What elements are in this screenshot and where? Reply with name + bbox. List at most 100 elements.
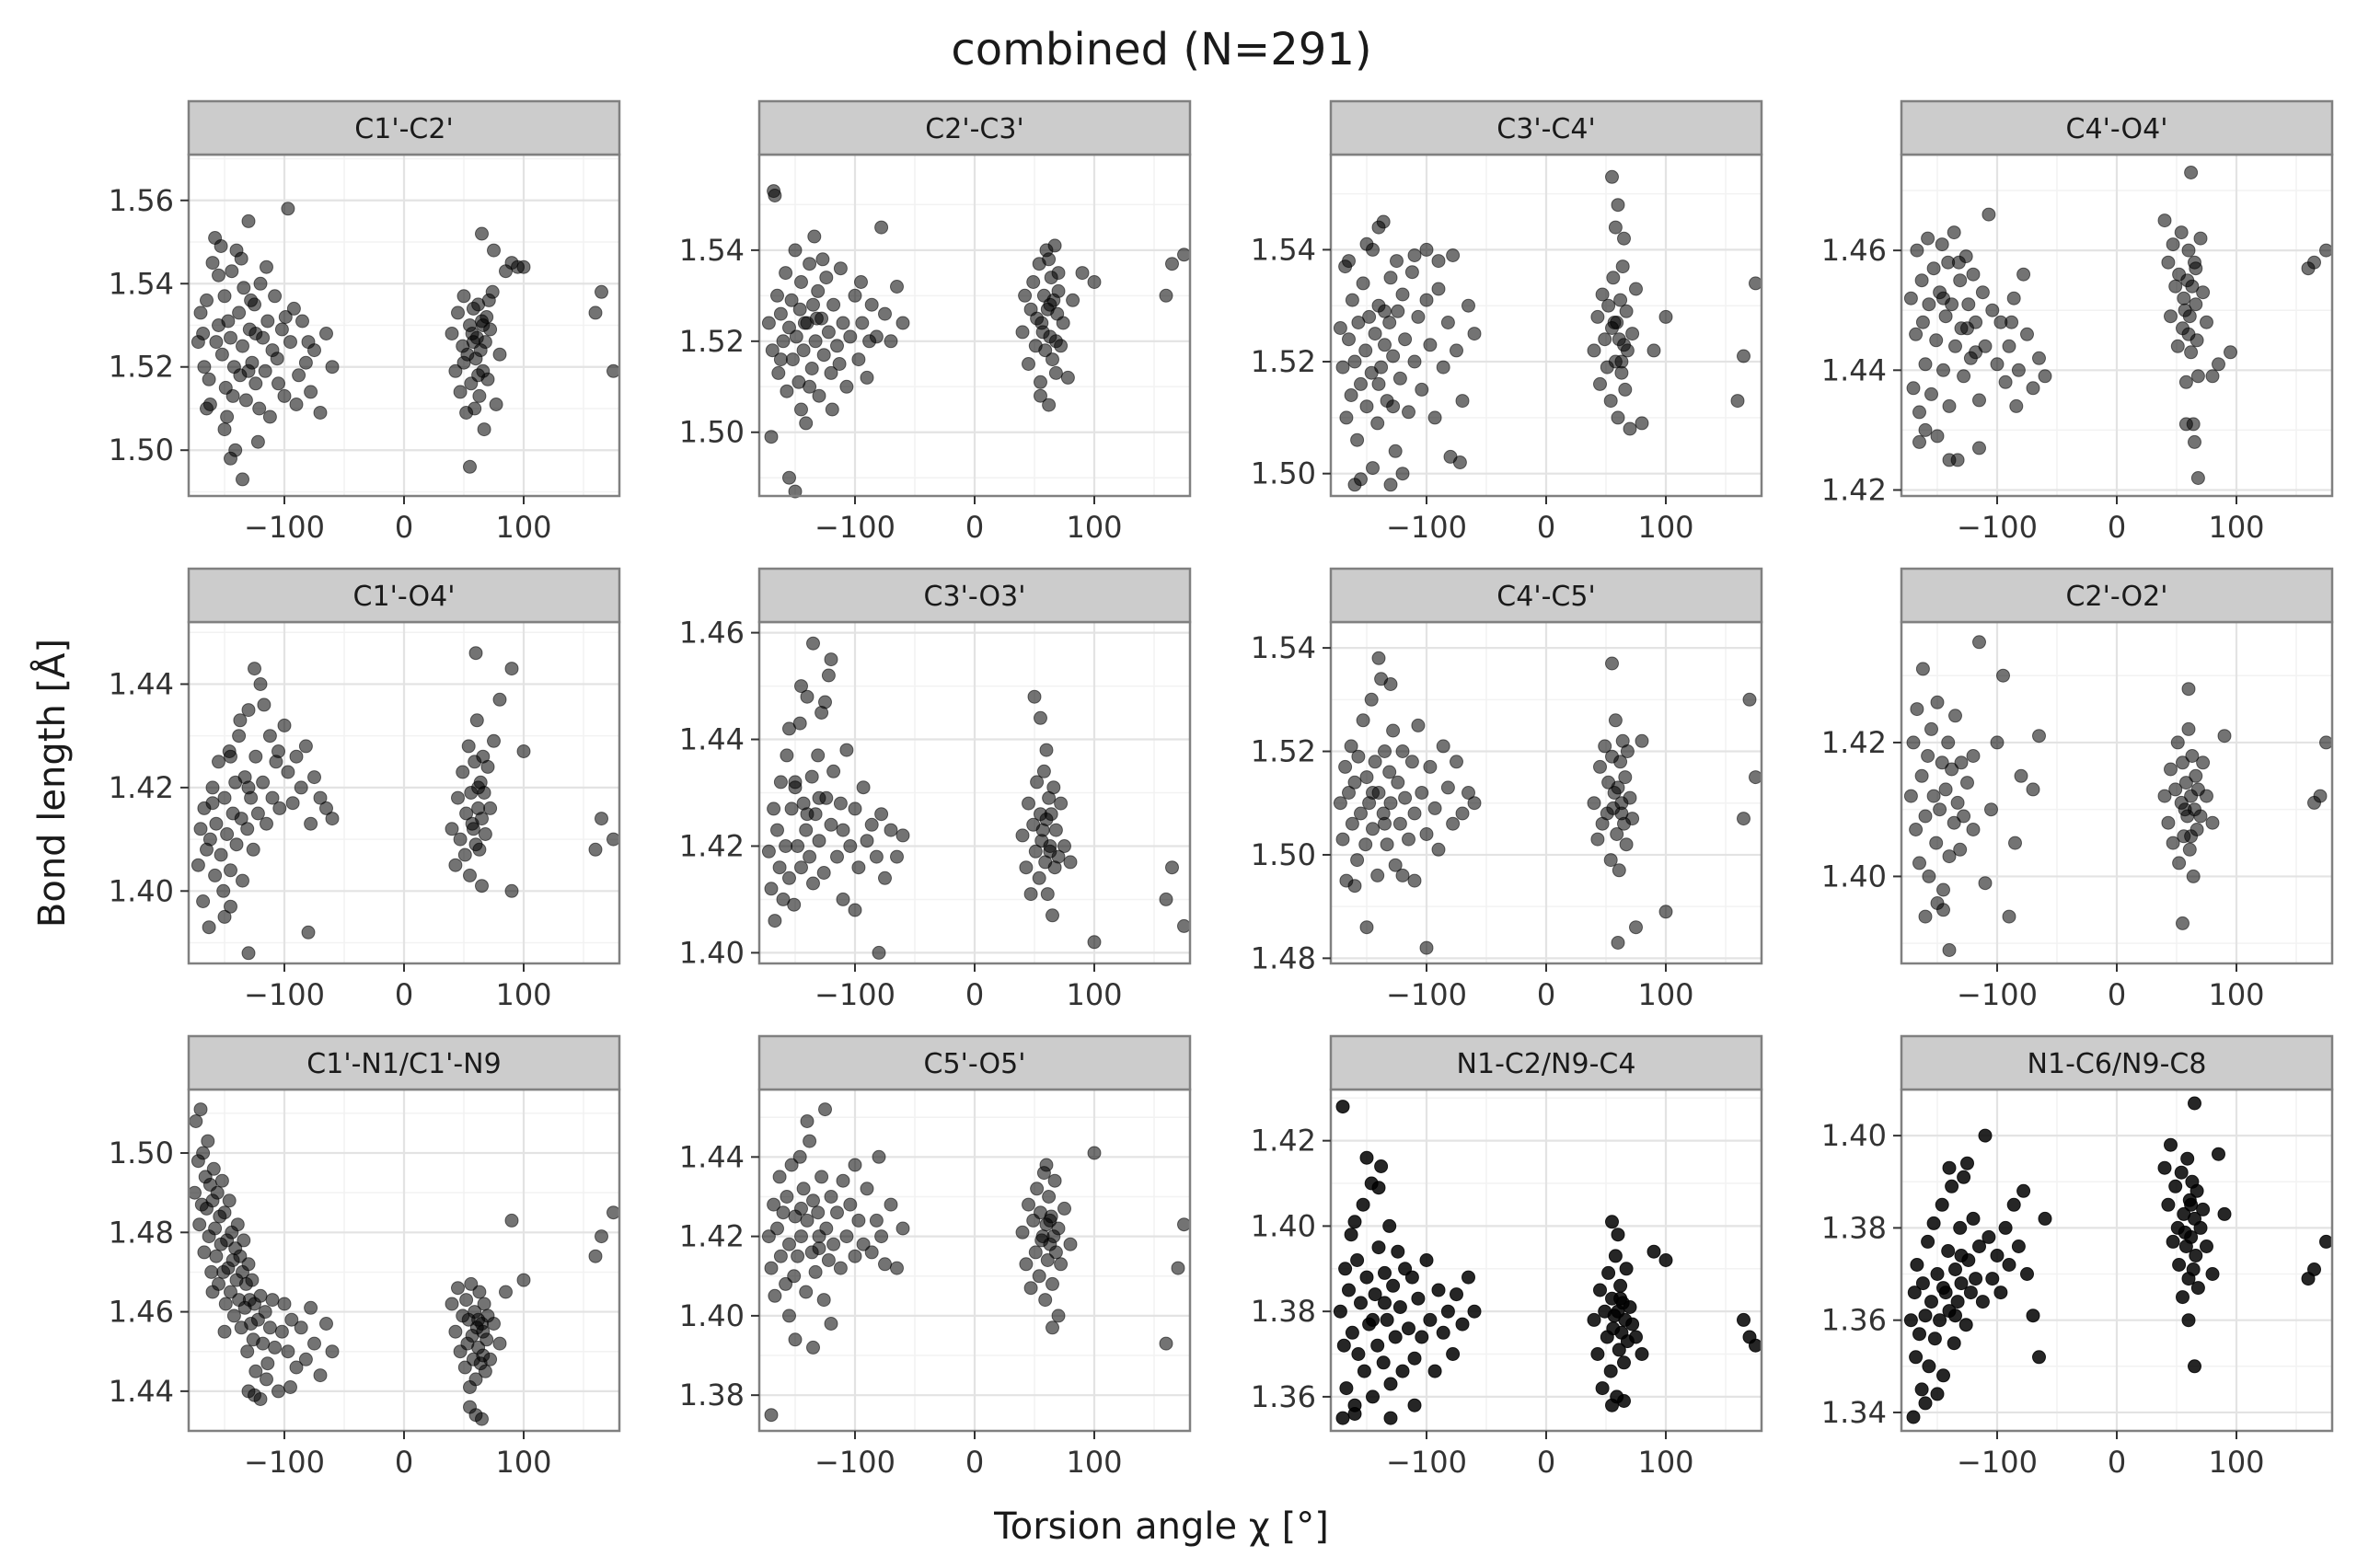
data-point: [824, 652, 838, 667]
data-point: [1918, 909, 1933, 924]
y-tick-label: 1.50: [109, 432, 174, 467]
data-point: [196, 894, 211, 908]
data-point: [313, 1368, 328, 1383]
data-point: [782, 1309, 796, 1323]
data-point: [1035, 325, 1050, 340]
data-point: [236, 873, 249, 888]
x-tick-label: −100: [1957, 1445, 2038, 1480]
data-point: [478, 335, 492, 350]
data-point: [245, 1273, 260, 1287]
data-point: [1351, 1347, 1366, 1361]
data-point: [821, 325, 836, 340]
x-tick-label: 0: [1537, 510, 1555, 545]
data-point: [1371, 1181, 1386, 1195]
facet-label: N1-C2/N9-C4: [1457, 1048, 1636, 1080]
y-tick-label: 1.48: [109, 1215, 174, 1250]
data-point: [298, 355, 313, 370]
data-point: [2196, 755, 2211, 770]
data-point: [1051, 1221, 1066, 1236]
data-point: [1950, 1295, 1965, 1309]
data-point: [1388, 858, 1403, 872]
data-point: [836, 892, 850, 906]
facet-panel: C1'-N1/C1'-N9 −100 0 100 1.44 1.46 1.48 1.50: [109, 1034, 621, 1480]
data-points: [761, 636, 1191, 960]
data-point: [1611, 198, 1625, 213]
data-point: [248, 749, 263, 764]
data-point: [2217, 729, 2232, 744]
data-point: [1909, 327, 1924, 341]
data-point: [2157, 213, 2172, 228]
data-point: [794, 1201, 808, 1216]
data-point: [2157, 789, 2172, 803]
data-point: [459, 806, 474, 821]
data-point: [225, 264, 239, 279]
data-point: [313, 790, 328, 805]
data-point: [1910, 702, 1924, 717]
data-point: [830, 849, 844, 864]
data-point: [1015, 828, 1030, 843]
data-point: [258, 1305, 272, 1320]
data-point: [476, 318, 491, 332]
x-tick-label: 0: [395, 977, 413, 1012]
data-point: [825, 402, 839, 417]
data-point: [295, 314, 309, 329]
data-point: [812, 834, 826, 848]
data-point: [2176, 755, 2189, 770]
data-point: [1927, 1332, 1942, 1346]
x-tick-label: −100: [1386, 1445, 1467, 1480]
data-point: [250, 434, 265, 449]
data-point: [1395, 744, 1410, 758]
data-point: [1436, 1325, 1450, 1340]
data-point: [773, 352, 788, 367]
data-point: [237, 281, 251, 295]
data-point: [472, 388, 487, 403]
data-point: [787, 1269, 802, 1284]
data-point: [1404, 1270, 1419, 1285]
facet-panel: C4'-C5' −100 0 100 1.48 1.50 1.52 1.54: [1251, 567, 1763, 1012]
data-point: [1419, 827, 1434, 841]
facet-strip: [1329, 99, 1763, 156]
data-point: [776, 334, 791, 349]
data-point: [2178, 776, 2193, 790]
data-point: [1038, 343, 1053, 358]
data-point: [848, 1249, 862, 1263]
data-point: [2189, 1183, 2204, 1198]
data-point: [2212, 1147, 2225, 1161]
data-point: [218, 1297, 233, 1311]
data-point: [1620, 343, 1635, 358]
x-tick-label: 100: [495, 510, 551, 545]
data-point: [2172, 1258, 2187, 1272]
data-point: [2006, 1197, 2021, 1212]
data-point: [1165, 257, 1179, 271]
facet-panel: C3'-C4' −100 0 100 1.50 1.52 1.54: [1251, 99, 1763, 545]
facet-label: C1'-O4': [353, 581, 456, 613]
data-point: [2014, 768, 2028, 783]
data-point: [451, 306, 465, 320]
data-point: [285, 796, 300, 811]
data-point: [1985, 303, 2000, 317]
data-point: [281, 202, 295, 216]
data-point: [272, 376, 285, 391]
data-point: [232, 306, 247, 320]
data-point: [1165, 860, 1179, 875]
y-tick-label: 1.54: [1251, 232, 1316, 267]
data-point: [843, 329, 858, 344]
data-point: [1398, 790, 1413, 805]
data-point: [782, 1237, 796, 1251]
data-point: [794, 1229, 808, 1244]
data-point: [1427, 1364, 1442, 1378]
data-point: [884, 823, 898, 837]
data-point: [860, 370, 874, 385]
data-point: [1918, 1396, 1933, 1411]
data-point: [2166, 1234, 2180, 1249]
data-point: [890, 849, 904, 864]
data-point: [1446, 1347, 1461, 1361]
data-point: [272, 1384, 285, 1399]
data-point: [2178, 1225, 2192, 1239]
data-point: [1945, 762, 1959, 777]
y-tick-label: 1.54: [1251, 630, 1316, 665]
data-point: [1948, 339, 1962, 353]
data-point: [1440, 780, 1455, 795]
data-point: [1646, 343, 1661, 358]
data-point: [189, 1114, 203, 1128]
